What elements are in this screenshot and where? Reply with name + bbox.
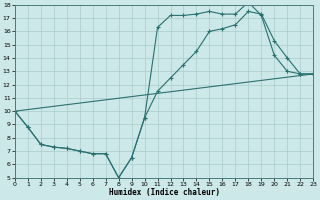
X-axis label: Humidex (Indice chaleur): Humidex (Indice chaleur) xyxy=(108,188,220,197)
